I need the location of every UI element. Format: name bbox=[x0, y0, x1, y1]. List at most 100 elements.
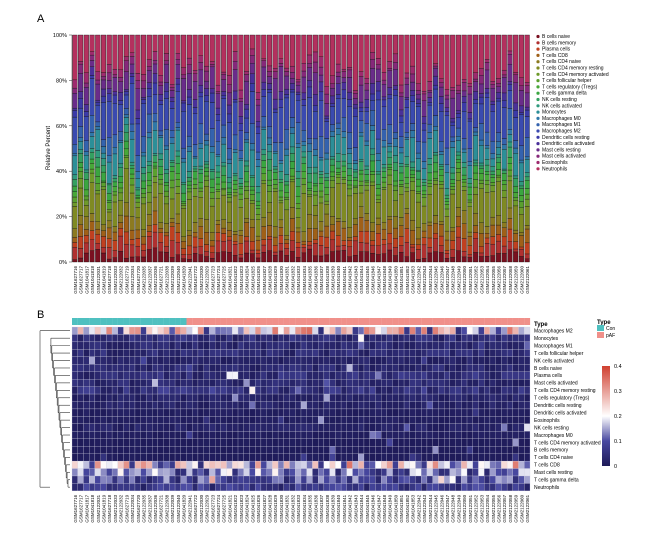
heatmap-cell bbox=[77, 416, 84, 424]
bar-segment bbox=[169, 137, 175, 144]
bar-segment bbox=[152, 182, 158, 198]
heatmap-cell bbox=[134, 416, 141, 424]
heatmap-cell bbox=[306, 356, 313, 365]
heatmap-cell bbox=[295, 401, 302, 410]
bar-segment bbox=[318, 34, 324, 57]
bar-segment bbox=[495, 234, 502, 242]
bar-segment bbox=[244, 198, 250, 219]
heatmap-cell bbox=[140, 349, 147, 357]
bar-segment bbox=[404, 107, 410, 133]
bar-segment bbox=[141, 152, 147, 157]
x-tick-label: GSM2122036 bbox=[153, 266, 158, 294]
bar-segment bbox=[118, 192, 124, 201]
heatmap-cell bbox=[312, 386, 319, 395]
heatmap-cell bbox=[272, 446, 279, 454]
bar-segment bbox=[146, 88, 152, 97]
bar-segment bbox=[198, 62, 204, 71]
bar-segment bbox=[152, 161, 158, 167]
heatmap-cell bbox=[501, 468, 508, 477]
heatmap-cell bbox=[415, 423, 422, 432]
heatmap-cell bbox=[438, 453, 445, 462]
bar-segment bbox=[307, 248, 313, 263]
heatmap-cell bbox=[226, 379, 233, 387]
heatmap-cell bbox=[111, 386, 118, 395]
bar-segment bbox=[307, 151, 313, 168]
bar-segment bbox=[209, 245, 215, 253]
bar-segment bbox=[329, 251, 336, 263]
annotation-cell bbox=[157, 318, 164, 325]
bar-segment bbox=[192, 232, 198, 238]
bar-segment bbox=[501, 149, 507, 170]
heatmap-cell bbox=[335, 431, 342, 439]
bar-segment bbox=[364, 89, 370, 100]
heatmap-cell bbox=[415, 386, 422, 395]
bar-segment bbox=[198, 187, 204, 192]
heatmap-cell bbox=[495, 453, 502, 462]
heatmap-cell bbox=[386, 483, 393, 492]
heatmap-cell bbox=[140, 371, 147, 380]
legend-swatch bbox=[536, 110, 540, 114]
bar-segment bbox=[123, 131, 129, 142]
heatmap-cell bbox=[123, 460, 130, 469]
bar-segment bbox=[427, 123, 433, 133]
x-tick-label: GSM1041831 bbox=[285, 266, 290, 294]
heatmap-cell bbox=[192, 408, 199, 417]
heatmap-cell bbox=[89, 341, 96, 350]
heatmap-cell bbox=[524, 401, 531, 410]
heatmap-cell bbox=[260, 341, 267, 350]
heatmap-cell bbox=[283, 393, 290, 402]
heatmap-cell bbox=[249, 356, 256, 365]
bar-segment bbox=[495, 154, 502, 158]
bar-segment bbox=[100, 72, 107, 77]
bar-segment bbox=[272, 168, 278, 173]
bar-segment bbox=[192, 73, 198, 82]
heatmap-cell bbox=[146, 379, 153, 387]
heatmap-cell bbox=[335, 460, 342, 469]
heatmap-cell bbox=[186, 334, 193, 343]
heatmap-cell bbox=[415, 460, 422, 469]
heatmap-cell bbox=[478, 453, 485, 462]
heatmap-cell bbox=[209, 386, 216, 395]
heatmap-cell bbox=[340, 349, 347, 357]
heatmap-cell bbox=[484, 416, 491, 424]
bar-segment bbox=[312, 228, 318, 240]
bar-segment bbox=[181, 161, 187, 183]
bar-segment bbox=[495, 78, 502, 84]
heatmap-cell bbox=[346, 423, 353, 432]
bar-segment bbox=[118, 167, 124, 177]
bar-segment bbox=[192, 166, 198, 170]
bar-segment bbox=[226, 148, 232, 160]
heatmap-cell bbox=[152, 334, 158, 343]
column-label: GSM1041851 bbox=[399, 494, 404, 522]
bar-segment bbox=[329, 83, 336, 89]
heatmap-cell bbox=[71, 356, 78, 365]
bar-segment bbox=[312, 51, 318, 63]
heatmap-cell bbox=[501, 386, 508, 395]
heatmap-cell bbox=[94, 386, 101, 395]
heatmap-cell bbox=[123, 371, 130, 380]
heatmap-cell bbox=[318, 326, 325, 335]
bar-segment bbox=[146, 66, 152, 71]
bar-segment bbox=[209, 240, 215, 247]
bar-segment bbox=[324, 177, 330, 181]
x-tick-label: GSM1041825 bbox=[250, 266, 255, 294]
bar-segment bbox=[238, 178, 244, 184]
heatmap-cell bbox=[157, 483, 164, 492]
heatmap-cell bbox=[163, 483, 170, 492]
annotation-cell bbox=[203, 318, 210, 325]
bar-segment bbox=[198, 123, 204, 144]
heatmap-cell bbox=[438, 468, 445, 477]
heatmap-cell bbox=[157, 386, 164, 395]
bar-segment bbox=[461, 138, 467, 150]
bar-segment bbox=[432, 171, 439, 179]
bar-segment bbox=[141, 203, 147, 230]
heatmap-cell bbox=[386, 356, 393, 365]
x-tick-label: GSM2122060 bbox=[519, 266, 524, 294]
bar-segment bbox=[169, 101, 175, 109]
bar-segment bbox=[352, 180, 358, 187]
bar-segment bbox=[398, 245, 404, 253]
heatmap-cell bbox=[461, 356, 468, 365]
heatmap-cell bbox=[329, 401, 336, 410]
heatmap-cell bbox=[340, 453, 347, 462]
heatmap-cell bbox=[409, 393, 416, 402]
